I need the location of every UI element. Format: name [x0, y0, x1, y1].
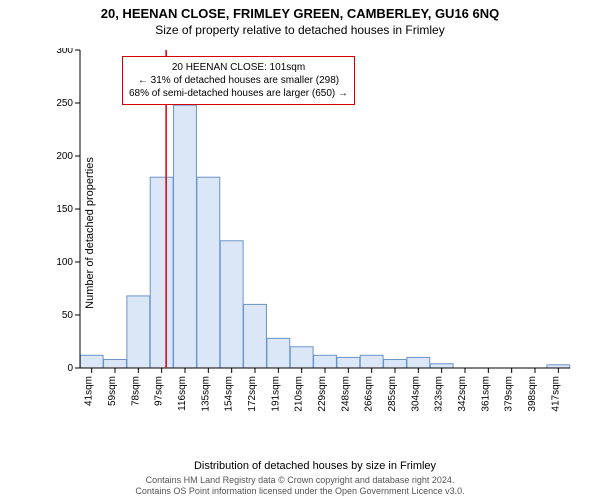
svg-text:0: 0: [67, 363, 73, 374]
chart-area: Number of detached properties 0501001502…: [50, 48, 580, 418]
annotation-line1: 20 HEENAN CLOSE: 101sqm: [129, 61, 348, 74]
svg-text:266sqm: 266sqm: [364, 376, 375, 412]
bar: [430, 364, 453, 368]
bar: [407, 357, 430, 368]
svg-text:285sqm: 285sqm: [387, 376, 398, 412]
svg-text:210sqm: 210sqm: [294, 376, 305, 412]
footer-line1: Contains HM Land Registry data © Crown c…: [0, 475, 600, 486]
bar: [80, 355, 103, 368]
svg-text:50: 50: [62, 310, 74, 321]
svg-text:154sqm: 154sqm: [224, 376, 235, 412]
svg-text:398sqm: 398sqm: [527, 376, 538, 412]
svg-text:200: 200: [56, 151, 73, 162]
bar: [127, 296, 150, 368]
svg-text:323sqm: 323sqm: [434, 376, 445, 412]
svg-text:229sqm: 229sqm: [317, 376, 328, 412]
annotation-box: 20 HEENAN CLOSE: 101sqm ← 31% of detache…: [122, 56, 355, 105]
svg-text:300: 300: [56, 48, 73, 56]
svg-text:361sqm: 361sqm: [480, 376, 491, 412]
title-block: 20, HEENAN CLOSE, FRIMLEY GREEN, CAMBERL…: [0, 0, 600, 37]
bar: [197, 177, 220, 368]
svg-text:97sqm: 97sqm: [154, 376, 165, 406]
annotation-line2: ← 31% of detached houses are smaller (29…: [129, 74, 348, 87]
footer-attribution: Contains HM Land Registry data © Crown c…: [0, 475, 600, 497]
svg-text:304sqm: 304sqm: [410, 376, 421, 412]
svg-text:248sqm: 248sqm: [340, 376, 351, 412]
svg-text:250: 250: [56, 98, 73, 109]
svg-text:150: 150: [56, 204, 73, 215]
bar: [220, 241, 243, 368]
bar: [104, 360, 127, 368]
bar: [150, 177, 173, 368]
bar: [384, 360, 407, 368]
bar: [244, 304, 267, 368]
svg-text:59sqm: 59sqm: [107, 376, 118, 406]
x-axis-label: Distribution of detached houses by size …: [50, 460, 580, 472]
svg-text:342sqm: 342sqm: [457, 376, 468, 412]
svg-text:417sqm: 417sqm: [550, 376, 561, 412]
svg-text:41sqm: 41sqm: [84, 376, 95, 406]
bar: [337, 357, 360, 368]
chart-title-sub: Size of property relative to detached ho…: [0, 23, 600, 37]
svg-text:135sqm: 135sqm: [200, 376, 211, 412]
svg-text:379sqm: 379sqm: [504, 376, 515, 412]
svg-text:78sqm: 78sqm: [130, 376, 141, 406]
bar: [290, 347, 313, 368]
svg-text:100: 100: [56, 257, 73, 268]
bar: [360, 355, 383, 368]
svg-text:191sqm: 191sqm: [270, 376, 281, 412]
footer-line2: Contains OS Point information licensed u…: [0, 486, 600, 497]
svg-text:172sqm: 172sqm: [247, 376, 258, 412]
svg-text:116sqm: 116sqm: [177, 376, 188, 411]
bar: [267, 338, 290, 368]
annotation-line3: 68% of semi-detached houses are larger (…: [129, 87, 348, 100]
bar: [314, 355, 337, 368]
bar: [174, 105, 197, 368]
chart-title-main: 20, HEENAN CLOSE, FRIMLEY GREEN, CAMBERL…: [0, 6, 600, 21]
